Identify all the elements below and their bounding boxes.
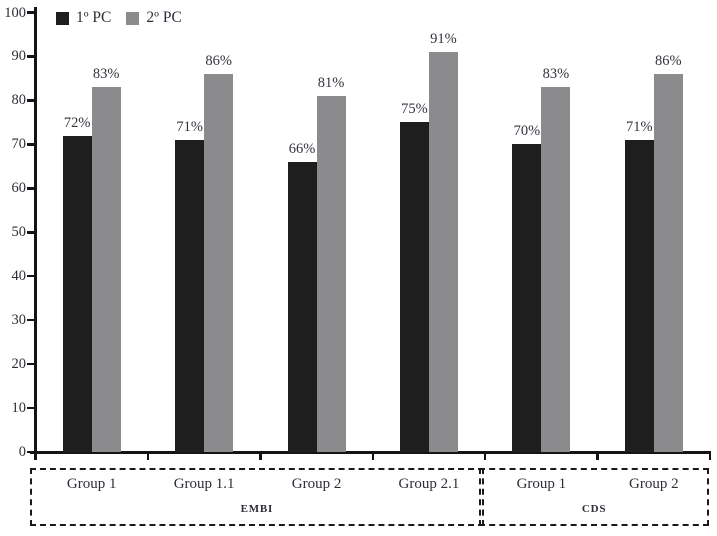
y-axis-label: 0 [18, 444, 26, 460]
bar-2pc [316, 96, 346, 452]
bar-2pc [91, 87, 121, 452]
bar-value-label: 91% [430, 31, 457, 48]
y-axis-label: 80 [11, 92, 27, 109]
y-axis-label: 10 [11, 400, 27, 417]
x-axis-line [30, 450, 711, 454]
y-axis-tick [27, 143, 34, 146]
y-axis-label: 90 [11, 48, 27, 65]
bar-value-label: 72% [63, 114, 91, 131]
x-axis-tick [34, 451, 37, 460]
section-box-cds [479, 467, 709, 526]
bar-value-label: 81% [317, 75, 345, 91]
legend-label-2pc: 2º PC [146, 9, 182, 26]
y-axis-label: 70 [11, 136, 27, 153]
legend-item-2pc: 2º PC [126, 9, 182, 27]
y-axis-tick [27, 231, 34, 234]
y-axis-tick [27, 99, 34, 102]
bar-1pc [624, 139, 654, 452]
y-axis-tick [27, 406, 34, 410]
x-axis-tick [708, 451, 712, 460]
x-axis-tick [146, 451, 150, 460]
bar-value-label: 86% [205, 53, 232, 70]
category-label: Group 2 [291, 476, 342, 492]
category-label: Group 1.1 [173, 476, 235, 492]
bar-2pc [428, 52, 458, 452]
section-label-embi: EMBI [240, 503, 274, 515]
bar-value-label: 83% [92, 66, 120, 83]
bar-1pc [512, 144, 542, 452]
bar-1pc [175, 139, 205, 452]
legend-item-1pc: 1º PC [56, 9, 111, 27]
bar-value-label: 66% [288, 140, 316, 157]
bar-2pc [541, 87, 571, 452]
bar-value-label: 83% [542, 66, 570, 83]
bar-value-label: 86% [655, 53, 682, 70]
y-axis-tick [27, 11, 34, 14]
bar-value-label: 75% [401, 101, 428, 118]
legend: 1º PC 2º PC [56, 9, 182, 27]
y-axis-line [33, 7, 37, 459]
y-axis-label: 100 [4, 4, 26, 21]
x-axis-tick [483, 451, 487, 460]
y-axis-tick [27, 274, 34, 278]
bar-1pc [62, 135, 92, 452]
y-axis-tick [27, 318, 34, 322]
y-axis-tick [27, 362, 34, 366]
y-axis-label: 40 [11, 268, 27, 285]
bar-2pc [653, 74, 683, 452]
section-label-cds: CDS [581, 503, 607, 515]
y-axis-label: 20 [11, 356, 27, 373]
legend-swatch-1pc-icon [56, 11, 69, 25]
bar-2pc [204, 74, 234, 452]
category-label: Group 2 [629, 476, 679, 492]
bar-1pc [399, 122, 429, 452]
x-axis-tick [596, 451, 599, 460]
y-axis-label: 50 [11, 224, 27, 241]
category-label: Group 2.1 [398, 476, 460, 492]
y-axis-tick [27, 55, 34, 58]
bar-value-label: 70% [513, 123, 541, 140]
x-axis-tick [259, 451, 262, 460]
legend-label-1pc: 1º PC [76, 9, 112, 26]
x-axis-tick [371, 451, 374, 460]
y-axis-label: 30 [11, 312, 27, 329]
category-label: Group 1 [516, 476, 567, 492]
section-box-embi [29, 467, 485, 526]
bar-1pc [287, 161, 317, 452]
legend-swatch-2pc-icon [126, 11, 140, 25]
y-axis-label: 60 [11, 180, 27, 197]
category-label: Group 1 [66, 476, 117, 492]
bar-value-label: 71% [176, 118, 203, 135]
y-axis-tick [27, 187, 34, 190]
bar-value-label: 71% [626, 118, 653, 135]
